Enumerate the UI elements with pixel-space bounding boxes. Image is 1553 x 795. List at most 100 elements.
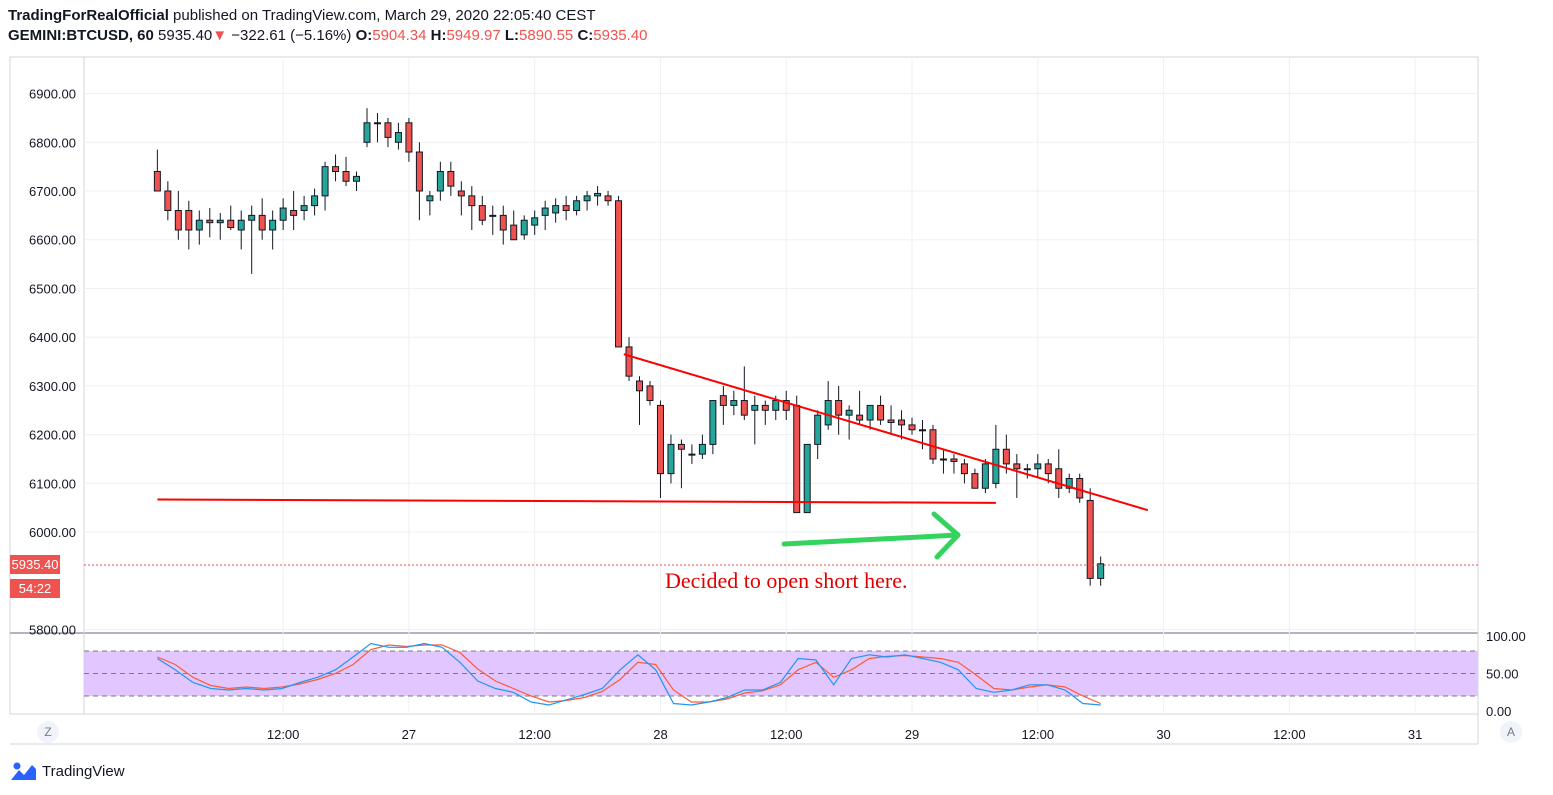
candle [625, 337, 633, 382]
candle [531, 210, 539, 235]
green-arrow[interactable] [781, 511, 961, 560]
last-price: 5935.40 [158, 27, 213, 44]
candle [394, 122, 402, 150]
y-tick-label: 6900.00 [29, 87, 76, 102]
published-text: published on TradingView.com, March 29, … [168, 7, 596, 24]
candle [342, 156, 350, 187]
candle [1086, 488, 1094, 586]
trendlines[interactable] [157, 353, 1149, 512]
candle [1023, 463, 1031, 479]
y-tick-label: 5800.00 [29, 623, 76, 638]
low-value: 5890.55 [519, 27, 574, 44]
y-tick-label: 6200.00 [29, 428, 76, 443]
ohlc-line: GEMINI:BTCUSD, 60 5935.40▼ −322.61 (−5.1… [8, 26, 648, 46]
author-name[interactable]: TradingForRealOfficial [8, 7, 169, 24]
candle [594, 186, 602, 206]
tradingview-cloud-icon [11, 762, 36, 780]
high-value: 5949.97 [446, 27, 501, 44]
candle [185, 200, 193, 250]
x-tick-label: 28 [653, 727, 667, 742]
countdown-badge: 54:22 [10, 579, 60, 598]
candles [153, 108, 1105, 586]
candle [353, 171, 361, 192]
tradingview-logo[interactable]: TradingView [8, 760, 125, 782]
candle [216, 212, 224, 240]
candle [153, 149, 161, 192]
candle [499, 205, 507, 245]
candle [929, 424, 937, 464]
candle [300, 195, 308, 221]
candle [835, 385, 843, 435]
candle [552, 198, 560, 223]
x-tick-label: 12:00 [518, 727, 551, 742]
candle [1034, 454, 1042, 479]
candle [939, 449, 947, 474]
stoch-k-line [157, 642, 1101, 706]
y-axis-labels: 5800.00 6000.00 6100.00 6200.00 6300.00 6400.… [29, 87, 76, 638]
candle [793, 395, 801, 514]
candle [688, 444, 696, 464]
symbol-label[interactable]: GEMINI:BTCUSD, 60 [8, 27, 154, 44]
low-label: L: [504, 27, 520, 44]
candle [363, 108, 371, 148]
candle [520, 215, 528, 240]
down-arrow-icon: ▼ [212, 27, 228, 44]
candle [447, 161, 455, 196]
candle [824, 381, 832, 430]
auto-scale-button[interactable]: A [1500, 721, 1522, 743]
candle [258, 198, 266, 240]
candle [279, 198, 287, 230]
annotation-text[interactable]: Decided to open short here. [665, 568, 908, 593]
x-tick-label: 12:00 [1022, 727, 1055, 742]
candle [510, 210, 518, 241]
candle [782, 390, 790, 421]
close-value: 5935.40 [593, 27, 648, 44]
x-tick-label: 12:00 [770, 727, 803, 742]
candle [164, 181, 172, 221]
y-tick-label: 6500.00 [29, 281, 76, 296]
y-tick-label: 6600.00 [29, 233, 76, 248]
tradingview-brand: TradingView [42, 762, 125, 780]
candle [918, 420, 926, 450]
candle [677, 439, 685, 489]
candle [887, 405, 895, 435]
candle [405, 117, 413, 162]
countdown-badge-text: 54:22 [19, 581, 52, 596]
candle [667, 434, 675, 484]
stoch-tick-label: 0.00 [1486, 704, 1511, 719]
candle [908, 417, 916, 435]
candle [709, 400, 717, 455]
candle [1055, 449, 1063, 498]
candle [332, 154, 340, 182]
candle [426, 191, 434, 216]
trendline [623, 353, 1149, 512]
chart-header: TradingForRealOfficial published on Trad… [8, 6, 648, 46]
stochastic-rsi-pane[interactable]: 100.00 50.00 0.00 [84, 629, 1526, 719]
y-tick-label: 6300.00 [29, 379, 76, 394]
candle [981, 459, 989, 494]
close-label: C: [577, 27, 594, 44]
price-change: −322.61 (−5.16%) [231, 27, 352, 44]
candle [761, 400, 769, 425]
x-axis-labels: 12:00 27 12:00 28 12:00 29 12:00 30 12:00 31 [267, 727, 1422, 742]
candle [730, 390, 738, 416]
candle [814, 410, 822, 460]
candle [866, 404, 874, 430]
stoch-tick-label: 50.00 [1486, 667, 1519, 682]
stoch-d-line [157, 644, 1101, 705]
candle [321, 161, 329, 211]
candle [698, 434, 706, 460]
candle [195, 210, 203, 245]
candle [541, 200, 549, 230]
x-tick-label: 31 [1408, 727, 1422, 742]
candle [950, 454, 958, 474]
zoom-toggle-button[interactable]: Z [37, 721, 59, 743]
x-tick-label: 12:00 [267, 727, 300, 742]
y-tick-label: 6400.00 [29, 330, 76, 345]
candle [489, 205, 497, 235]
candle [237, 210, 245, 250]
candle [311, 188, 319, 216]
x-tick-label: 30 [1156, 727, 1170, 742]
y-tick-label: 6800.00 [29, 135, 76, 150]
